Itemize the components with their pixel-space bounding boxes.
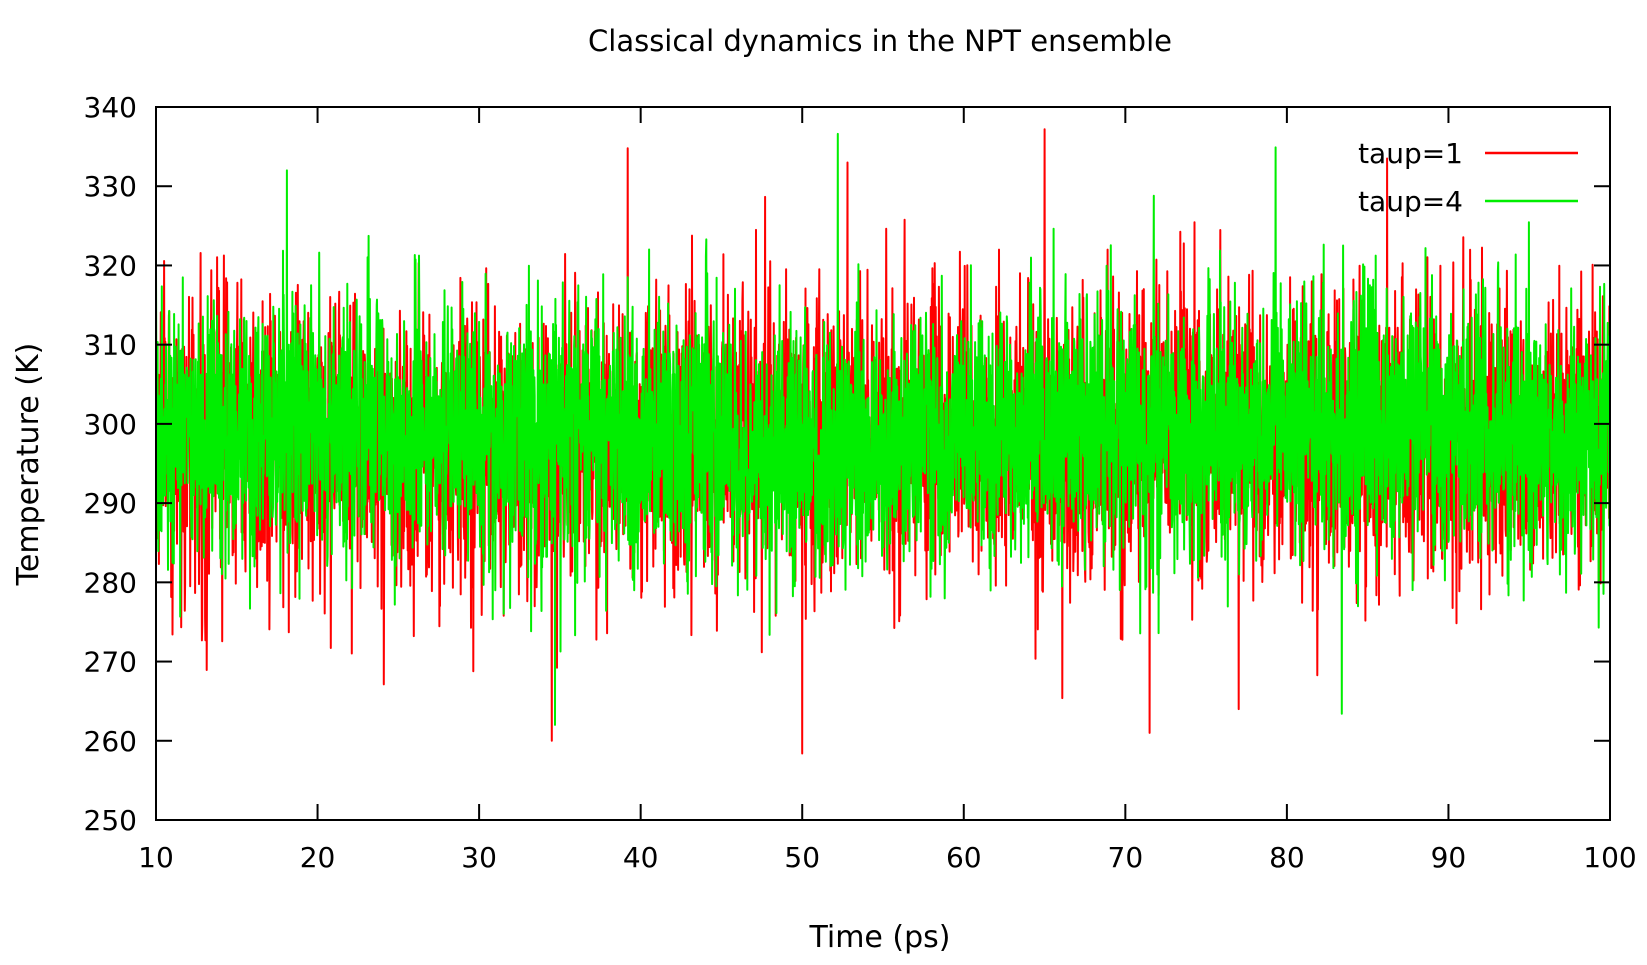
y-tick-label: 280	[84, 566, 137, 599]
x-tick-label: 90	[1431, 841, 1467, 874]
legend-label: taup=4	[1358, 185, 1463, 218]
y-tick-label: 310	[84, 329, 137, 362]
x-tick-label: 30	[461, 841, 497, 874]
y-tick-label: 270	[84, 646, 137, 679]
y-tick-label: 320	[84, 249, 137, 282]
y-tick-label: 340	[84, 91, 137, 124]
y-tick-label: 330	[84, 170, 137, 203]
x-tick-label: 50	[784, 841, 820, 874]
chart-title: Classical dynamics in the NPT ensemble	[588, 24, 1172, 58]
x-axis-title: Time (ps)	[808, 920, 950, 955]
x-tick-label: 10	[138, 841, 174, 874]
x-tick-label: 70	[1108, 841, 1144, 874]
x-tick-label: 40	[623, 841, 659, 874]
x-tick-label: 20	[300, 841, 336, 874]
x-tick-label: 60	[946, 841, 982, 874]
y-axis-title: Temperature (K)	[11, 343, 46, 587]
y-tick-label: 290	[84, 487, 137, 520]
x-tick-label: 80	[1269, 841, 1305, 874]
legend-label: taup=1	[1358, 137, 1463, 170]
y-tick-label: 300	[84, 408, 137, 441]
y-tick-label: 250	[84, 804, 137, 837]
x-tick-label: 100	[1583, 841, 1636, 874]
y-tick-label: 260	[84, 725, 137, 758]
